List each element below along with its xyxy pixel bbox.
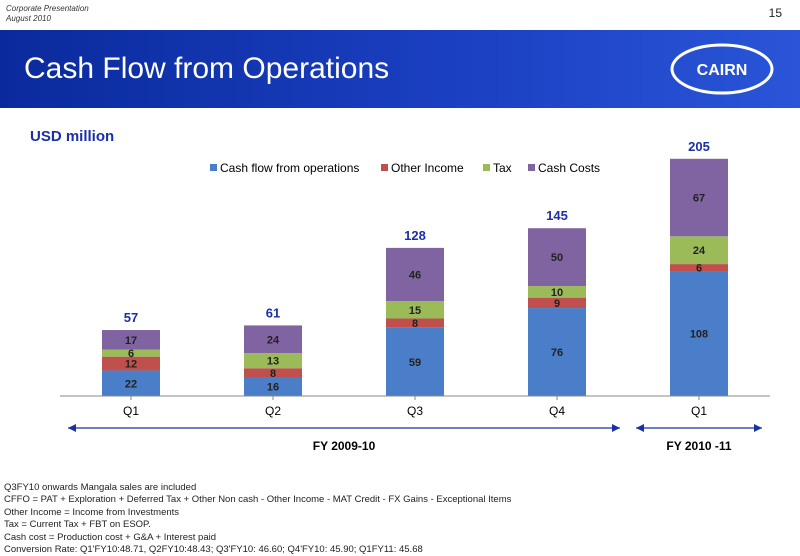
bar-total-label: 145 <box>546 208 568 223</box>
bar-segment <box>102 330 160 350</box>
legend-swatch <box>483 164 490 171</box>
bar-value-label: 24 <box>267 334 280 346</box>
footnote: Cash cost = Production cost + G&A + Inte… <box>4 531 217 543</box>
page-number: 15 <box>768 6 782 20</box>
bar-segment <box>244 368 302 378</box>
footnote: Conversion Rate: Q1'FY10:48.71, Q2FY10:4… <box>4 544 423 556</box>
group-label: FY 2010 -11 <box>666 439 731 453</box>
bar-value-label: 10 <box>551 287 563 299</box>
legend-label: Cash Costs <box>538 161 600 175</box>
bar-value-label: 22 <box>125 378 137 390</box>
bar-segment <box>670 264 728 272</box>
bar-value-label: 13 <box>267 356 279 368</box>
footnote: Tax = Current Tax + FBT on ESOP. <box>4 519 151 531</box>
legend-swatch <box>528 164 535 171</box>
bar-segment <box>102 349 160 357</box>
bar-value-label: 108 <box>690 329 708 341</box>
group-arrow-head-right <box>612 424 620 432</box>
bar-segment <box>244 325 302 354</box>
group-arrow-head-left <box>636 424 644 432</box>
x-tick-label: Q1 <box>123 404 139 418</box>
bar-value-label: 16 <box>267 382 279 394</box>
bar-value-label: 9 <box>554 298 560 310</box>
legend-swatch <box>381 164 388 171</box>
group-arrow-head-left <box>68 424 76 432</box>
bar-segment <box>528 228 586 287</box>
bar-value-label: 46 <box>409 270 421 282</box>
bar-value-label: 12 <box>125 359 137 371</box>
x-tick-label: Q2 <box>265 404 281 418</box>
page-title: Cash Flow from Operations <box>24 52 390 85</box>
bar-value-label: 67 <box>693 193 705 205</box>
legend-swatch <box>210 164 217 171</box>
stacked-bar-chart: Cash flow from operations Other Income Tax… <box>60 139 770 453</box>
bar-value-label: 8 <box>270 368 276 380</box>
legend-label: Other Income <box>391 161 464 175</box>
footnote: Q3FY10 onwards Mangala sales are include… <box>4 482 197 493</box>
bar-segment <box>528 297 586 309</box>
group-label: FY 2009-10 <box>313 439 376 453</box>
bar-segment <box>528 286 586 298</box>
legend-label: Cash flow from operations <box>220 161 359 175</box>
bar-segment <box>386 247 444 302</box>
bar-segment <box>102 356 160 371</box>
bar-segment <box>386 327 444 396</box>
bar-total-label: 57 <box>124 310 138 325</box>
bar-value-label: 17 <box>125 335 137 347</box>
bar-total-label: 61 <box>266 305 280 320</box>
bar-segment <box>386 318 444 328</box>
presentation-name: Corporate Presentation <box>6 4 89 13</box>
bar-segment <box>244 353 302 369</box>
bar-value-label: 8 <box>412 318 418 330</box>
bar-value-label: 6 <box>696 263 702 275</box>
bar-value-label: 15 <box>409 305 421 317</box>
bar-segment <box>528 308 586 396</box>
bar-segment <box>102 370 160 396</box>
cairn-logo: CAIRN <box>670 43 774 95</box>
x-tick-label: Q1 <box>691 404 707 418</box>
footnote: Other Income = Income from Investments <box>4 506 180 518</box>
bar-segment <box>670 236 728 265</box>
bar-total-label: 205 <box>688 139 710 154</box>
bar-value-label: 50 <box>551 252 563 264</box>
group-arrow-head-right <box>754 424 762 432</box>
logo-text: CAIRN <box>697 62 748 79</box>
title-banner: Cash Flow from Operations CAIRN <box>0 30 800 108</box>
bar-segment <box>386 301 444 319</box>
bar-value-label: 76 <box>551 347 563 359</box>
legend-label: Tax <box>493 161 512 175</box>
bar-total-label: 128 <box>404 228 426 243</box>
x-tick-label: Q4 <box>549 404 565 418</box>
bar-segment <box>670 158 728 237</box>
bar-segment <box>670 271 728 396</box>
presentation-date: August 2010 <box>6 14 51 23</box>
footnote: CFFO = PAT + Exploration + Deferred Tax … <box>4 494 512 506</box>
unit-label: USD million <box>30 128 115 145</box>
bar-value-label: 24 <box>693 245 706 257</box>
bar-value-label: 59 <box>409 357 421 369</box>
presentation-meta: Corporate Presentation August 2010 <box>6 4 89 24</box>
bar-value-label: 6 <box>128 348 134 360</box>
footnotes: Q3FY10 onwards Mangala sales are include… <box>4 482 511 556</box>
x-tick-label: Q3 <box>407 404 423 418</box>
bar-segment <box>244 377 302 396</box>
